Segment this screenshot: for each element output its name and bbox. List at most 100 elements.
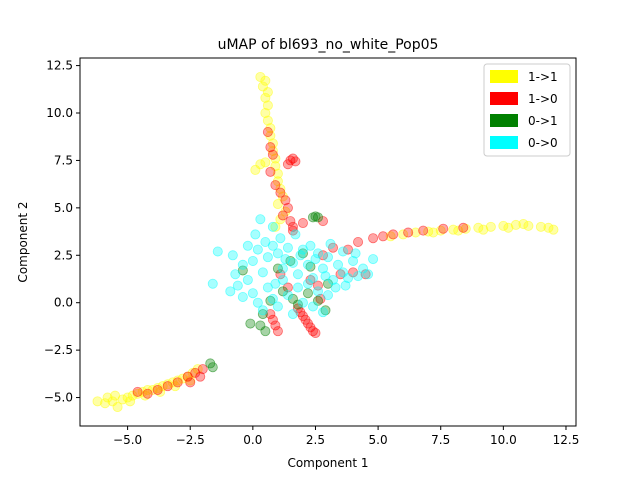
point-1->0 xyxy=(438,223,449,234)
point-1->0 xyxy=(297,218,308,229)
y-tick-label: 0.0 xyxy=(54,296,73,310)
point-1->0 xyxy=(378,231,389,242)
point-1->1 xyxy=(503,222,514,233)
point-1->0 xyxy=(195,371,206,382)
point-1->1 xyxy=(92,396,103,407)
point-1->1 xyxy=(428,227,439,238)
point-0->0 xyxy=(292,282,303,293)
x-tick-label: −5.0 xyxy=(113,433,142,447)
point-0->0 xyxy=(280,254,291,265)
point-1->0 xyxy=(312,280,323,291)
point-0->0 xyxy=(320,271,331,282)
point-0->1 xyxy=(312,212,323,223)
legend-label: 0->0 xyxy=(528,136,558,150)
point-0->0 xyxy=(322,252,333,263)
point-1->0 xyxy=(388,229,399,240)
point-0->0 xyxy=(227,250,238,261)
point-1->0 xyxy=(267,149,278,160)
x-axis-label: Component 1 xyxy=(287,456,368,470)
point-0->0 xyxy=(307,301,318,312)
chart-title: uMAP of bl693_no_white_Pop05 xyxy=(218,37,439,53)
y-tick-label: 5.0 xyxy=(54,201,73,215)
point-0->1 xyxy=(257,309,268,320)
legend-label: 0->1 xyxy=(528,114,558,128)
point-1->0 xyxy=(182,371,193,382)
point-0->0 xyxy=(302,278,313,289)
point-0->0 xyxy=(272,248,283,259)
point-1->0 xyxy=(267,314,278,325)
point-0->0 xyxy=(322,290,333,301)
point-0->0 xyxy=(348,255,359,266)
point-1->0 xyxy=(142,388,153,399)
point-0->0 xyxy=(292,269,303,280)
point-1->0 xyxy=(275,187,286,198)
point-0->0 xyxy=(247,288,258,299)
point-0->0 xyxy=(295,250,306,261)
point-0->0 xyxy=(232,280,243,291)
point-0->0 xyxy=(247,255,258,266)
legend-label: 1->1 xyxy=(528,70,558,84)
point-0->0 xyxy=(242,274,253,285)
point-0->0 xyxy=(312,248,323,259)
point-1->1 xyxy=(535,221,546,232)
point-0->0 xyxy=(343,273,354,284)
point-1->0 xyxy=(287,221,298,232)
point-0->0 xyxy=(333,259,344,270)
point-0->0 xyxy=(242,240,253,251)
legend-label: 1->0 xyxy=(528,92,558,106)
point-1->0 xyxy=(275,269,286,280)
point-0->0 xyxy=(275,233,286,244)
point-1->1 xyxy=(518,218,529,229)
x-axis: −5.0 −2.5 0.0 2.5 5.0 7.5 10.0 12.5 xyxy=(113,426,579,447)
point-0->0 xyxy=(312,286,323,297)
point-0->1 xyxy=(272,263,283,274)
point-1->0 xyxy=(152,384,163,395)
point-0->0 xyxy=(207,278,218,289)
y-tick-label: −2.5 xyxy=(44,343,73,357)
point-0->0 xyxy=(257,305,268,316)
point-0->0 xyxy=(237,259,248,270)
y-tick-label: −5.0 xyxy=(44,391,73,405)
point-0->0 xyxy=(277,263,288,274)
point-1->0 xyxy=(270,320,281,331)
plot-frame xyxy=(79,57,577,427)
point-1->1 xyxy=(275,183,286,194)
point-0->1 xyxy=(277,286,288,297)
point-0->1 xyxy=(245,318,256,329)
point-1->1 xyxy=(262,115,273,126)
point-0->0 xyxy=(325,238,336,249)
y-tick-label: 2.5 xyxy=(54,248,73,262)
point-0->0 xyxy=(338,246,349,257)
point-1->0 xyxy=(132,386,143,397)
point-1->1 xyxy=(110,390,121,401)
point-0->0 xyxy=(255,214,266,225)
point-1->0 xyxy=(162,381,173,392)
legend: 1->1 1->0 0->1 0->0 xyxy=(483,63,571,157)
point-0->0 xyxy=(212,246,223,257)
point-0->0 xyxy=(287,309,298,320)
point-0->0 xyxy=(267,221,278,232)
point-1->1 xyxy=(260,108,271,119)
point-1->1 xyxy=(272,168,283,179)
point-1->1 xyxy=(262,87,273,98)
point-1->0 xyxy=(317,216,328,227)
point-0->0 xyxy=(225,286,236,297)
legend-swatch xyxy=(490,92,518,105)
point-1->1 xyxy=(102,392,113,403)
point-1->0 xyxy=(265,166,276,177)
point-1->1 xyxy=(485,221,496,232)
point-0->0 xyxy=(302,259,313,270)
point-1->0 xyxy=(310,328,321,339)
point-1->0 xyxy=(277,210,288,221)
point-0->1 xyxy=(260,326,271,337)
point-0->0 xyxy=(317,307,328,318)
point-0->0 xyxy=(272,301,283,312)
x-tick-label: 2.5 xyxy=(306,433,325,447)
point-1->1 xyxy=(543,222,554,233)
y-tick-label: 10.0 xyxy=(46,106,73,120)
legend-box xyxy=(483,63,571,157)
x-tick-label: −2.5 xyxy=(176,433,205,447)
point-0->0 xyxy=(262,252,273,263)
point-0->0 xyxy=(310,254,321,265)
point-1->0 xyxy=(360,269,371,280)
